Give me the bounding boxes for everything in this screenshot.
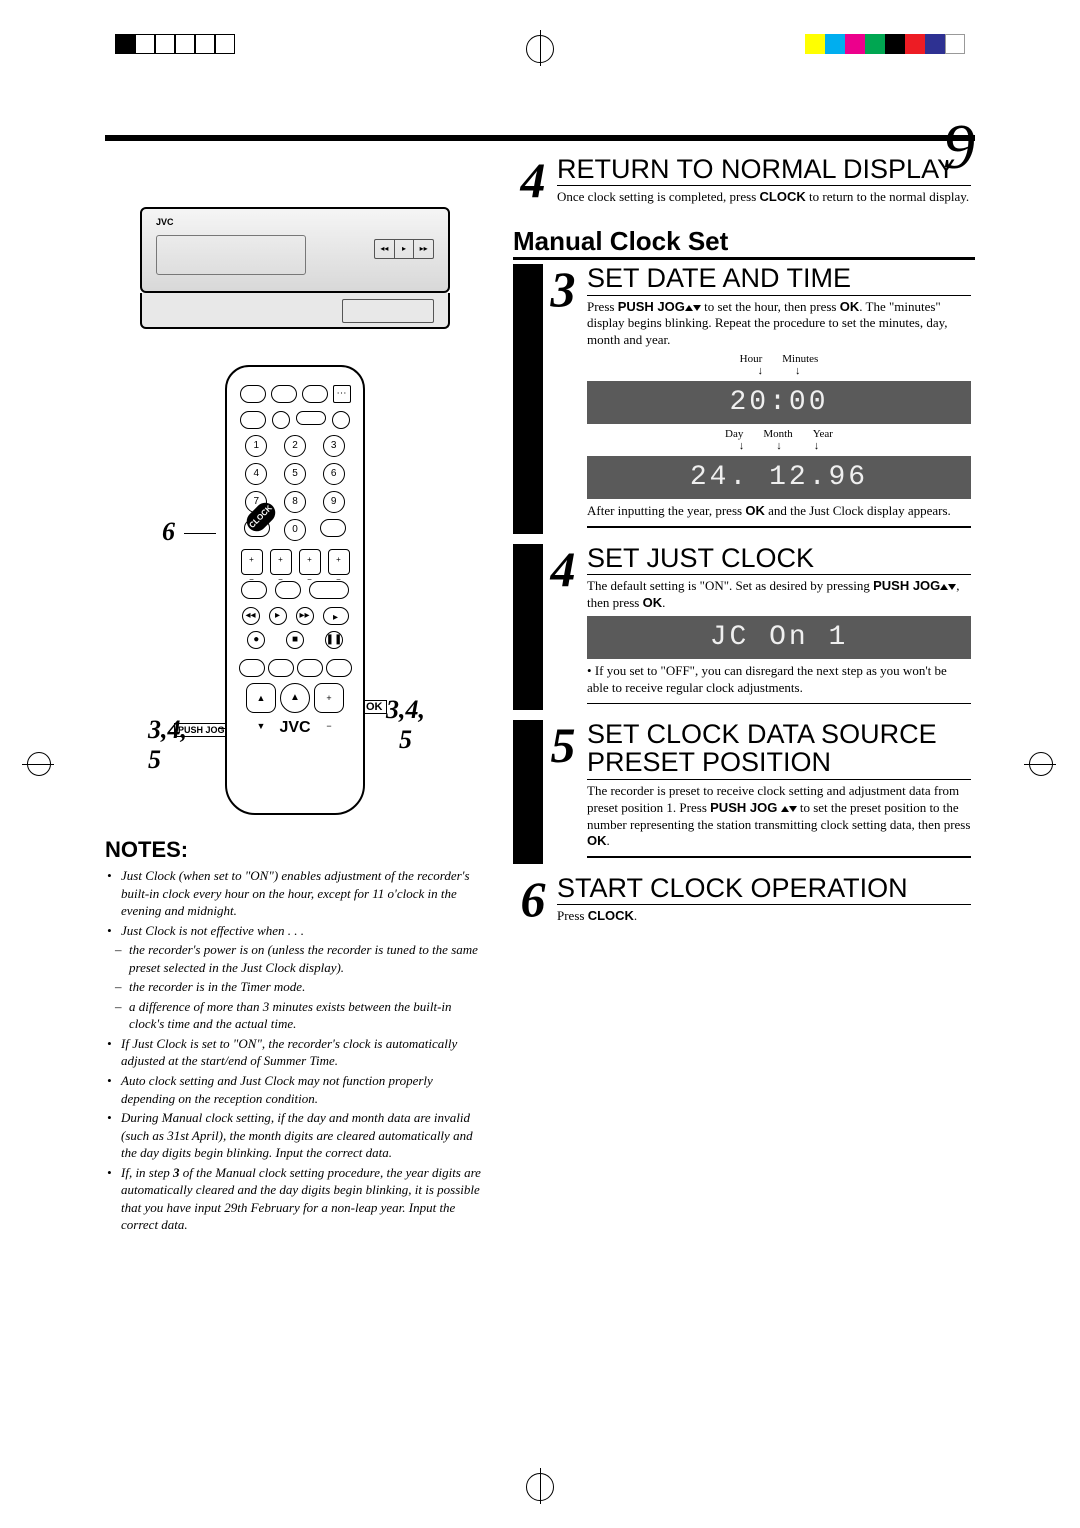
step-4b: 4 SET JUST CLOCK The default setting is … xyxy=(513,544,975,710)
step-title: START CLOCK OPERATION xyxy=(557,874,971,905)
side-mark-left xyxy=(26,751,52,777)
vcr-illustration: ◂◂▸▸▸ xyxy=(140,207,450,337)
notes-section: NOTES: Just Clock (when set to "ON") ena… xyxy=(105,837,485,1234)
note-item: Just Clock is not effective when . . . xyxy=(111,922,485,940)
step-text: After inputting the year, press OK and t… xyxy=(587,503,971,520)
step-title: SET JUST CLOCK xyxy=(587,544,971,575)
print-registration-marks xyxy=(0,34,1080,74)
step-text: The default setting is "ON". Set as desi… xyxy=(587,578,971,612)
notes-heading: NOTES: xyxy=(105,837,485,863)
manual-clock-heading: Manual Clock Set xyxy=(513,226,975,260)
step-number: 4 xyxy=(515,155,551,205)
step-6: 6 START CLOCK OPERATION Press CLOCK. xyxy=(513,874,975,929)
step-text: The recorder is preset to receive clock … xyxy=(587,783,971,851)
lcd-date: 24. 12.96 xyxy=(587,456,971,499)
step-4a: 4 RETURN TO NORMAL DISPLAY Once clock se… xyxy=(513,155,975,210)
note-item: the recorder is in the Timer mode. xyxy=(111,978,485,996)
step-title: SET CLOCK DATA SOURCE PRESET POSITION xyxy=(587,720,971,780)
step-number: 6 xyxy=(515,874,551,924)
step-number: 4 xyxy=(545,544,581,594)
step-number: 5 xyxy=(545,720,581,770)
step-5: 5 SET CLOCK DATA SOURCE PRESET POSITION … xyxy=(513,720,975,864)
side-mark-right xyxy=(1028,751,1054,777)
step-number: 3 xyxy=(545,264,581,314)
lcd-time: 20:00 xyxy=(587,381,971,424)
note-item: During Manual clock setting, if the day … xyxy=(111,1109,485,1162)
step-title: RETURN TO NORMAL DISPLAY xyxy=(557,155,971,186)
lcd-justclock: JC On 1 xyxy=(587,616,971,659)
remote-illustration: 6 3,4,5 PUSH JOG 3,4, 5 OK CLOCK ⋯ 123 4… xyxy=(200,365,390,815)
step-title: SET DATE AND TIME xyxy=(587,264,971,295)
pushjog-label: PUSH JOG xyxy=(174,723,229,737)
step-text: Press PUSH JOG to set the hour, then pre… xyxy=(587,299,971,350)
step-text: Press CLOCK. xyxy=(557,908,971,925)
note-item: the recorder's power is on (unless the r… xyxy=(111,941,485,976)
jvc-logo: JVC xyxy=(237,719,353,737)
step-3: 3 SET DATE AND TIME Press PUSH JOG to se… xyxy=(513,264,975,533)
step-text: Once clock setting is completed, press C… xyxy=(557,189,971,206)
note-item: If Just Clock is set to "ON", the record… xyxy=(111,1035,485,1070)
step-bullet: • If you set to "OFF", you can disregard… xyxy=(587,663,971,697)
color-bar xyxy=(805,34,965,54)
note-item: Auto clock setting and Just Clock may no… xyxy=(111,1072,485,1107)
callout-6: 6 xyxy=(162,517,175,547)
ok-label: OK xyxy=(362,700,387,714)
note-item: If, in step 3 of the Manual clock settin… xyxy=(111,1164,485,1234)
page-content: 9 ◂◂▸▸▸ 6 3,4,5 PUSH JOG 3,4, 5 OK CLOCK… xyxy=(105,135,975,1236)
top-rule xyxy=(105,135,975,141)
callout-right: 3,4, 5 xyxy=(386,695,425,755)
center-mark-bottom xyxy=(525,1472,555,1502)
note-item: a difference of more than 3 minutes exis… xyxy=(111,998,485,1033)
note-item: Just Clock (when set to "ON") enables ad… xyxy=(111,867,485,920)
